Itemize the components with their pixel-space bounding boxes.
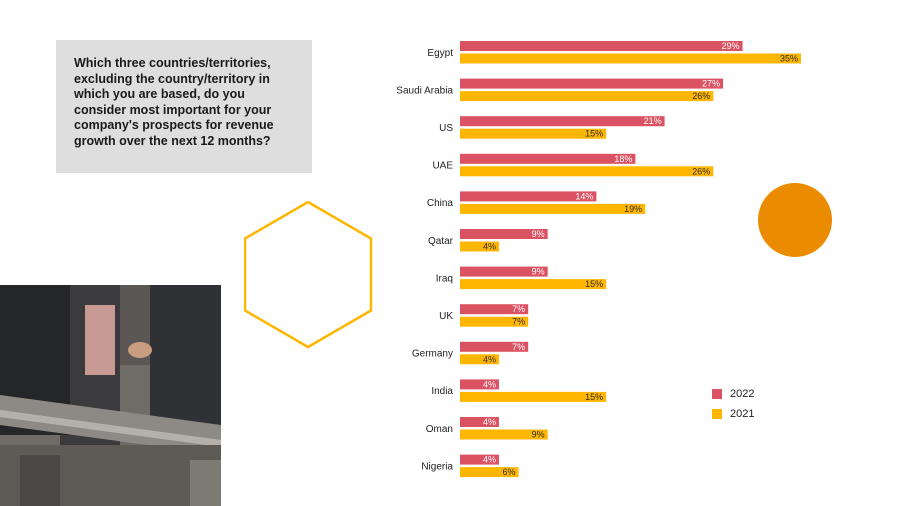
bar-2022: [460, 116, 665, 127]
legend-label-2021: 2021: [730, 408, 755, 420]
category-label: Germany: [412, 349, 453, 360]
data-label-2021: 6%: [502, 467, 515, 477]
question-box: Which three countries/territories, exclu…: [56, 40, 312, 173]
hexagon-decoration: [244, 201, 373, 349]
legend-label-2022: 2022: [730, 388, 755, 400]
data-label-2022: 14%: [575, 191, 593, 201]
data-label-2022: 7%: [512, 342, 525, 352]
data-label-2022: 21%: [644, 116, 662, 126]
data-label-2021: 7%: [512, 317, 525, 327]
data-label-2022: 9%: [532, 267, 545, 277]
category-label: UAE: [432, 161, 453, 172]
bar-2022: [460, 191, 597, 202]
bar-2021: [460, 203, 646, 214]
data-label-2021: 9%: [532, 430, 545, 440]
bar-2022: [460, 341, 529, 352]
handshake-photo: [0, 285, 221, 506]
category-label: Nigeria: [421, 461, 453, 472]
category-label: Saudi Arabia: [396, 85, 453, 96]
bar-2022: [460, 153, 636, 164]
bar-2022: [460, 379, 499, 390]
data-label-2022: 9%: [532, 229, 545, 239]
data-label-2021: 15%: [585, 129, 603, 139]
category-label: Iraq: [436, 273, 453, 284]
data-label-2022: 4%: [483, 417, 496, 427]
bar-2022: [460, 266, 548, 277]
bar-2022: [460, 304, 529, 315]
data-label-2021: 15%: [585, 392, 603, 402]
bar-2021: [460, 316, 529, 327]
data-label-2021: 19%: [624, 204, 642, 214]
data-label-2021: 35%: [780, 54, 798, 64]
category-label: Egypt: [427, 48, 453, 59]
data-label-2021: 4%: [483, 354, 496, 364]
data-label-2022: 7%: [512, 304, 525, 314]
bar-2021: [460, 354, 499, 365]
legend-item-2021: 2021: [712, 404, 754, 424]
bar-2021: [460, 128, 607, 139]
data-label-2022: 4%: [483, 455, 496, 465]
category-label: India: [431, 386, 453, 397]
data-label-2022: 27%: [702, 79, 720, 89]
data-label-2021: 4%: [483, 242, 496, 252]
data-label-2022: 4%: [483, 379, 496, 389]
bar-2022: [460, 78, 724, 89]
data-label-2022: 18%: [614, 154, 632, 164]
bar-2021: [460, 53, 801, 64]
legend-swatch-2021: [712, 409, 722, 419]
category-label: Oman: [426, 424, 453, 435]
bar-2021: [460, 91, 714, 102]
bar-2022: [460, 454, 499, 465]
bar-2022: [460, 417, 499, 427]
bar-2022: [460, 41, 743, 51]
category-label: China: [427, 198, 454, 209]
orange-circle-decoration: [758, 183, 832, 257]
bar-2021: [460, 391, 607, 402]
legend-item-2022: 2022: [712, 384, 754, 404]
bar-2021: [460, 279, 607, 290]
chart-legend: 2022 2021: [712, 384, 754, 424]
data-label-2021: 15%: [585, 279, 603, 289]
bar-2021: [460, 241, 499, 252]
bar-2021: [460, 429, 548, 440]
category-label: Qatar: [428, 236, 454, 247]
category-label: US: [439, 123, 453, 134]
bar-2022: [460, 229, 548, 239]
data-label-2021: 26%: [692, 166, 710, 176]
data-label-2022: 29%: [722, 41, 740, 51]
bar-2021: [460, 166, 714, 177]
category-label: UK: [439, 311, 453, 322]
data-label-2021: 26%: [692, 91, 710, 101]
legend-swatch-2022: [712, 389, 722, 399]
bar-2021: [460, 467, 519, 478]
question-text: Which three countries/territories, exclu…: [74, 56, 274, 148]
